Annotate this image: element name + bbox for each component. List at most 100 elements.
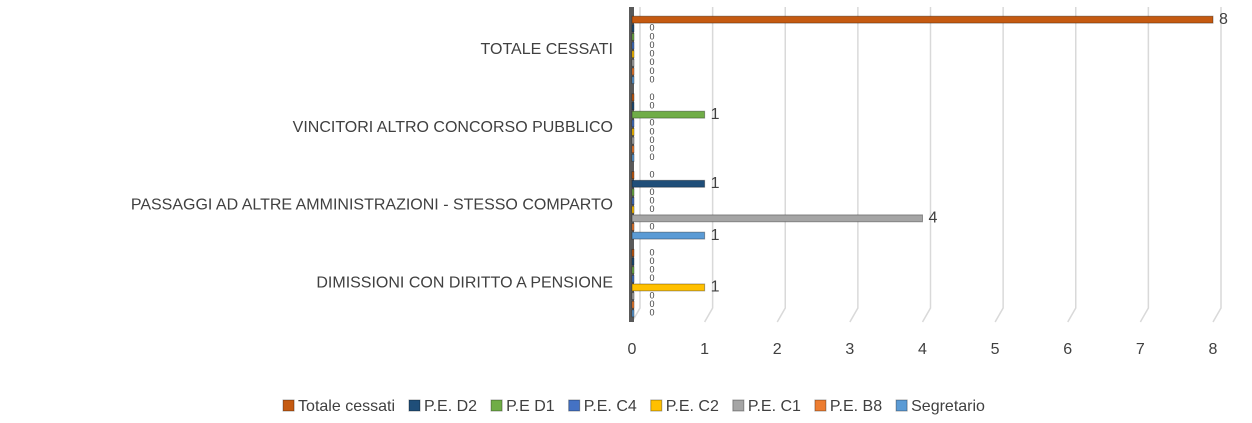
- bar: [631, 32, 635, 41]
- data-label: 0: [649, 308, 654, 318]
- data-label: 0: [649, 100, 654, 110]
- legend-swatch: [490, 399, 503, 412]
- legend-swatch: [568, 399, 581, 412]
- bar: [631, 93, 635, 102]
- bar: [631, 214, 923, 223]
- bar: [631, 283, 706, 292]
- legend-swatch: [650, 399, 663, 412]
- bar: [631, 300, 635, 309]
- axis-wall: [629, 7, 634, 322]
- legend-label: P.E. C2: [666, 398, 719, 415]
- x-tick-label: 7: [1136, 341, 1145, 358]
- data-label: 0: [649, 135, 654, 145]
- data-label: 1: [711, 106, 720, 123]
- grid-line: [1067, 7, 1077, 323]
- legend-label: P.E. C4: [584, 398, 637, 415]
- grid-line: [921, 7, 932, 323]
- data-label: 8: [1219, 11, 1228, 28]
- data-label: 0: [649, 195, 654, 205]
- grid-line: [776, 7, 786, 323]
- y-tick-label: PASSAGGI AD ALTRE AMMINISTRAZIONI - STES…: [131, 197, 613, 214]
- data-label: 0: [649, 66, 654, 76]
- bar: [631, 257, 635, 266]
- data-label: 0: [649, 92, 654, 102]
- data-label: 0: [649, 265, 654, 275]
- data-label: 1: [711, 279, 720, 296]
- legend-swatch: [814, 399, 827, 412]
- bar: [631, 136, 635, 145]
- legend-label: P.E D1: [506, 398, 555, 415]
- data-label: 4: [929, 210, 938, 227]
- data-label: 0: [649, 23, 654, 33]
- bar: [631, 197, 635, 206]
- bar: [631, 102, 635, 110]
- bar: [631, 127, 635, 136]
- bar: [631, 188, 635, 197]
- data-label: 0: [649, 170, 654, 180]
- x-tick-label: 4: [918, 341, 927, 358]
- data-label: 0: [649, 187, 654, 197]
- y-tick-label: DIMISSIONI CON DIRITTO A PENSIONE: [316, 274, 613, 291]
- bar: [631, 179, 706, 188]
- data-label: 0: [649, 152, 654, 162]
- bar: [631, 58, 635, 67]
- x-tick-label: 0: [628, 341, 637, 358]
- x-tick-label: 2: [773, 341, 782, 358]
- bar: [631, 171, 635, 180]
- bar: [631, 231, 706, 240]
- grid-line: [1212, 7, 1222, 323]
- bar: [631, 119, 635, 128]
- x-tick-label: 6: [1063, 341, 1072, 358]
- data-label: 0: [649, 256, 654, 266]
- grid-line: [849, 7, 859, 323]
- data-label: 0: [649, 126, 654, 136]
- bar: [631, 248, 635, 257]
- legend-swatch: [732, 399, 745, 412]
- data-label: 0: [649, 144, 654, 154]
- legend-label: P.E. B8: [830, 398, 882, 415]
- grid-line: [631, 7, 641, 323]
- grid-line: [703, 7, 714, 323]
- data-label: 0: [649, 74, 654, 84]
- bar: [631, 76, 635, 85]
- y-tick-label: VINCITORI ALTRO CONCORSO PUBBLICO: [293, 119, 613, 136]
- bar: [631, 292, 635, 301]
- y-tick-label: TOTALE CESSATI: [481, 41, 613, 58]
- bar: [631, 24, 635, 33]
- bar: [631, 223, 635, 231]
- data-label: 0: [649, 273, 654, 283]
- data-label: 1: [711, 175, 720, 192]
- bar: [631, 274, 635, 283]
- legend-label: Segretario: [911, 398, 985, 415]
- legend-label: P.E. C1: [748, 398, 801, 415]
- bar: [631, 15, 1214, 24]
- legend: Totale cessati P.E. D2 P.E D1 P.E. C4 P.E. C…: [282, 398, 985, 415]
- data-label: 0: [649, 204, 654, 214]
- data-label: 0: [649, 57, 654, 67]
- bar: [631, 153, 635, 162]
- data-label: 0: [649, 299, 654, 309]
- bar: [631, 50, 635, 59]
- grid-line: [1139, 7, 1150, 323]
- x-tick-label: 3: [845, 341, 854, 358]
- data-label: 0: [649, 290, 654, 300]
- data-label: 0: [649, 118, 654, 128]
- data-label: 0: [649, 247, 654, 257]
- grid-line: [994, 7, 1004, 323]
- bar: [631, 41, 635, 50]
- bar: [631, 145, 635, 154]
- legend-label: P.E. D2: [424, 398, 477, 415]
- legend-swatch: [282, 399, 295, 412]
- data-label: 0: [649, 31, 654, 41]
- x-tick-label: 8: [1209, 341, 1218, 358]
- data-label: 0: [649, 40, 654, 50]
- x-tick-label: 5: [991, 341, 1000, 358]
- bar: [631, 67, 635, 76]
- data-label: 0: [649, 49, 654, 59]
- legend-swatch: [895, 399, 908, 412]
- legend-label: Totale cessati: [298, 398, 395, 415]
- data-label: 0: [649, 221, 654, 231]
- bar: [631, 110, 706, 119]
- x-tick-label: 1: [700, 341, 709, 358]
